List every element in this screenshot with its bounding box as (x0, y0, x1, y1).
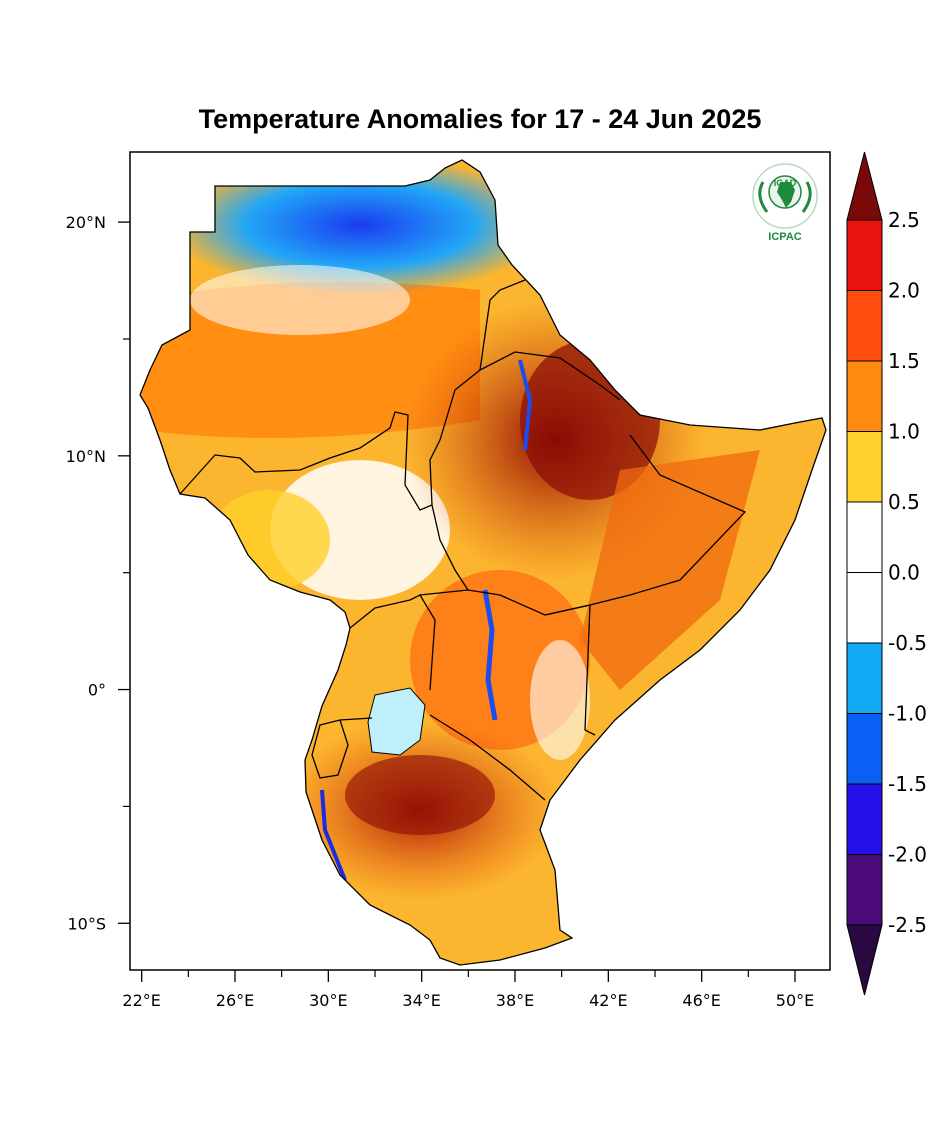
logo-center: ICPAC (768, 231, 801, 243)
colorbar-label: -2.0 (888, 843, 927, 867)
latitude-axis: 20°N 10°N 0° 10°S (66, 213, 130, 933)
colorbar-segment (847, 502, 882, 573)
colorbar-label: 0.5 (888, 490, 920, 514)
colorbar-segment (847, 855, 882, 926)
north-neutral-area (190, 265, 410, 335)
lon-tick-label: 46°E (682, 991, 720, 1010)
lon-tick-label: 22°E (122, 991, 160, 1010)
colorbar-label: -1.0 (888, 702, 927, 726)
colorbar-segment (847, 361, 882, 432)
longitude-axis: 22°E 26°E 30°E 34°E 38°E 42°E 46°E 50°E (122, 970, 814, 1010)
colorbar-label: -0.5 (888, 631, 927, 655)
lon-tick-label: 38°E (496, 991, 534, 1010)
lat-tick-label: 10°N (66, 447, 106, 466)
colorbar-segment (847, 714, 882, 785)
colorbar-segment (847, 573, 882, 644)
colorbar-segment (847, 220, 882, 291)
colorbar-label: 1.5 (888, 349, 920, 373)
tanzania-core (345, 755, 495, 835)
colorbar-label: 0.0 (888, 561, 920, 585)
colorbar-label: -1.5 (888, 772, 927, 796)
colorbar-segment (847, 291, 882, 362)
lat-tick-label: 0° (88, 681, 106, 700)
lon-tick-label: 34°E (402, 991, 440, 1010)
logo-org: IGAD (774, 178, 797, 188)
lon-tick-label: 26°E (216, 991, 254, 1010)
lat-tick-label: 10°S (67, 914, 106, 933)
lon-tick-label: 50°E (776, 991, 814, 1010)
colorbar: 2.5 2.0 1.5 1.0 0.5 0.0 -0.5 -1.0 -1.5 -2.0 -2.5 (847, 152, 927, 995)
lon-tick-label: 30°E (309, 991, 347, 1010)
colorbar-segment (847, 643, 882, 714)
colorbar-over-triangle (847, 152, 882, 220)
colorbar-segment (847, 784, 882, 855)
lat-tick-label: 20°N (66, 213, 106, 232)
colorbar-label: 2.5 (888, 208, 920, 232)
lon-tick-label: 42°E (589, 991, 627, 1010)
kenya-white (530, 640, 590, 760)
colorbar-under-triangle (847, 925, 882, 995)
colorbar-label: 1.0 (888, 420, 920, 444)
colorbar-label: -2.5 (888, 913, 927, 937)
colorbar-label: 2.0 (888, 279, 920, 303)
colorbar-segment (847, 432, 882, 503)
